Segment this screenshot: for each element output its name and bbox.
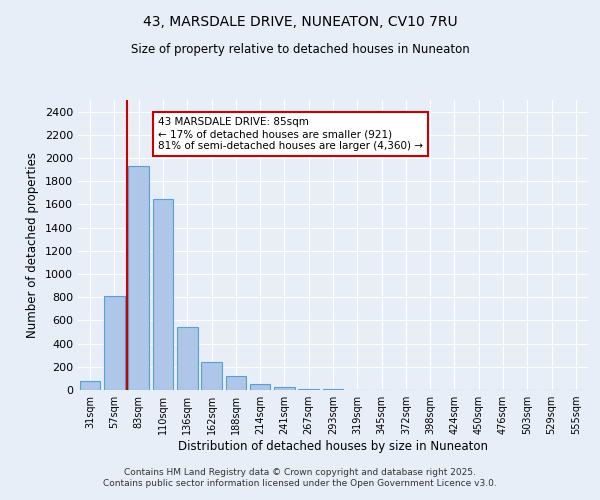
Bar <box>104 296 125 390</box>
Bar <box>128 166 149 390</box>
Bar <box>177 328 197 390</box>
Bar <box>274 387 295 390</box>
Bar <box>152 198 173 390</box>
Bar <box>226 376 246 390</box>
X-axis label: Distribution of detached houses by size in Nuneaton: Distribution of detached houses by size … <box>178 440 488 453</box>
Text: Size of property relative to detached houses in Nuneaton: Size of property relative to detached ho… <box>131 42 469 56</box>
Bar <box>250 384 271 390</box>
Bar <box>298 389 319 390</box>
Text: Contains HM Land Registry data © Crown copyright and database right 2025.
Contai: Contains HM Land Registry data © Crown c… <box>103 468 497 487</box>
Bar <box>80 382 100 390</box>
Y-axis label: Number of detached properties: Number of detached properties <box>26 152 40 338</box>
Text: 43, MARSDALE DRIVE, NUNEATON, CV10 7RU: 43, MARSDALE DRIVE, NUNEATON, CV10 7RU <box>143 15 457 29</box>
Text: 43 MARSDALE DRIVE: 85sqm
← 17% of detached houses are smaller (921)
81% of semi-: 43 MARSDALE DRIVE: 85sqm ← 17% of detach… <box>158 118 423 150</box>
Bar <box>201 362 222 390</box>
